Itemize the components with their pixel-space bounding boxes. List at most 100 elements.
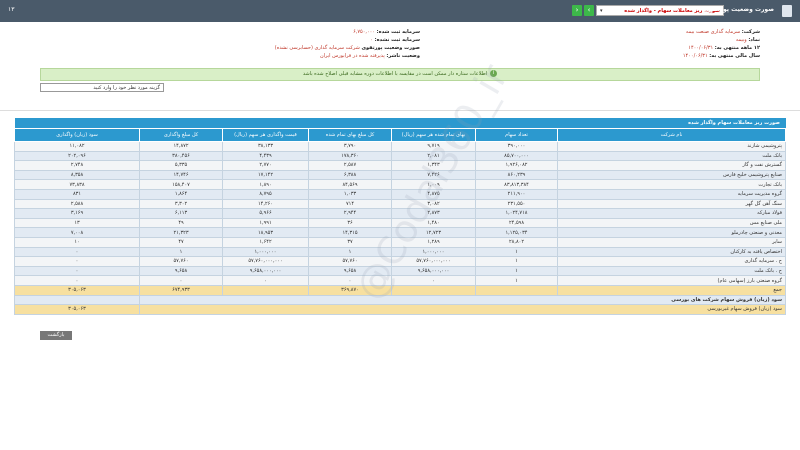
- row-value-cell: ۱۰: [14, 236, 140, 248]
- total-cell: [391, 284, 476, 296]
- row-name-cell: ح . سرمایه گذاری: [557, 256, 786, 267]
- table-row: صنایع پتروشیمی خلیج فارس ۸۶۰,۲۳۹ ۷,۴۲۶ ۶,۳۸…: [14, 169, 786, 181]
- row-value-cell: ۳,۱۶۹: [14, 208, 140, 219]
- next-arrow-icon[interactable]: ›: [572, 5, 582, 16]
- row-value-cell: ۰: [139, 275, 223, 286]
- row-value-cell: ۲,۵۸۷: [308, 160, 392, 171]
- search-input[interactable]: گزینه مورد نظر خود را وارد کنید: [40, 83, 164, 92]
- row-name-cell: اختصاص یافته به کارکنان: [557, 246, 786, 258]
- row-value-cell: ۱۳: [14, 217, 140, 229]
- total-cell: جمع: [557, 284, 786, 296]
- row-name-cell: سایر: [557, 236, 786, 248]
- row-value-cell: ۰: [14, 246, 140, 258]
- row-value-cell: ۳۸,۱۳۳: [222, 141, 309, 152]
- total-row: جمع ۳۶۹,۸۷۰ ۶۷۴,۹۳۳ ۳۰۵,۰۶۳: [14, 284, 786, 296]
- year-end-label: سال مالی منتهی به:: [709, 53, 760, 59]
- row-name-cell: گسترش نفت و گاز: [557, 160, 786, 171]
- row-value-cell: ۷۱۴: [308, 198, 392, 210]
- period-value: ۱۴۰۰/۰۶/۳۱: [688, 45, 714, 51]
- row-value-cell: ۱: [475, 256, 558, 267]
- row-name-cell: ح . بانک ملت: [557, 265, 786, 277]
- capital-value: ۶,۷۵۰,۰۰۰: [353, 29, 376, 35]
- row-value-cell: ۱۷,۱۴۲: [222, 169, 309, 181]
- total-cell: [222, 284, 309, 296]
- table-row: گسترش نفت و گاز ۱,۹۲۶,۰۸۲ ۱,۳۴۳ ۲,۵۸۷ ۲,۷۷۰ ۵…: [14, 160, 786, 171]
- table-row: ح . بانک ملت ۱ ۹,۶۵۸,۰۰۰,۰۰۰ ۹,۶۵۸ ۹,۶۵۸,۰۰۰…: [14, 265, 786, 277]
- row-value-cell: ۴۷: [139, 236, 223, 248]
- company-label: شرکت:: [741, 29, 760, 35]
- row-value-cell: ۱,۰۳۳: [308, 188, 392, 200]
- row-value-cell: ۱,۰۰۰,۰۰۰: [222, 246, 309, 258]
- row-name-cell: پتروشیمی شازند: [557, 141, 786, 152]
- row-value-cell: ۲۸,۸۰۲: [475, 236, 558, 248]
- row-value-cell: ۶,۱۱۳: [139, 208, 223, 219]
- table-row: معدنی و صنعتی چادرملو ۱,۱۲۵,۰۳۴ ۱۲,۷۲۳ ۱۴,۳…: [14, 227, 786, 238]
- row-value-cell: ۸۶۰,۲۳۹: [475, 169, 558, 181]
- row-value-cell: ۱۴,۷۴۶: [139, 169, 223, 181]
- table-row: بانک ملت ۸۵,۷۰۰,۰۰۰ ۲,۰۸۱ ۱۷۸,۳۶۰ ۴,۴۳۹ ۳۸۰,۴…: [14, 150, 786, 162]
- row-value-cell: ۱: [139, 246, 223, 258]
- row-value-cell: ۸۴,۵۶۹: [308, 179, 392, 190]
- report-select[interactable]: صورت ریز معاملات سهام - واگذار شده ▾: [596, 5, 724, 16]
- top-bar: ۱۳ › ‹ صورت ریز معاملات سهام - واگذار شد…: [0, 0, 800, 22]
- state-label: وضعیت ناشر:: [386, 53, 420, 59]
- year-end-value: ۱۴۰۰/۰۶/۳۱: [682, 53, 708, 59]
- row-value-cell: ۳۸۰,۴۵۶: [139, 150, 223, 162]
- table-row: ح . سرمایه گذاری ۱ ۵۷,۷۶۰,۰۰۰,۰۰۰ ۵۷,۷۶۰ ۵۷,…: [14, 256, 786, 267]
- row-value-cell: ۲۴,۵۹۸: [475, 217, 558, 229]
- row-value-cell: ۸,۷۹۵: [222, 188, 309, 200]
- row-value-cell: ۲,۷۷۰: [222, 160, 309, 171]
- row-value-cell: ۶,۳۸۸: [308, 169, 392, 181]
- column-header: نام شرکت: [557, 128, 786, 142]
- column-header: بهای تمام شده هر سهم (ریال): [391, 128, 476, 142]
- row-value-cell: ۱۴,۸۷۲: [139, 141, 223, 152]
- column-header: قیمت واگذاری هر سهم (ریال): [222, 128, 309, 142]
- row-value-cell: ۱: [475, 246, 558, 258]
- row-value-cell: ۰: [14, 275, 140, 286]
- table-row: پتروشیمی شازند ۳۹۰,۰۰۰ ۹,۷۱۹ ۳,۷۹۰ ۳۸,۱۳۳ ۱۴,…: [14, 141, 786, 152]
- row-name-cell: ملی صنایع مس: [557, 217, 786, 229]
- table-row: اختصاص یافته به کارکنان ۱ ۱,۰۰۰,۰۰۰ ۱ ۱,۰۰۰,…: [14, 246, 786, 258]
- row-value-cell: ۲۳۱,۵۵۰: [475, 198, 558, 210]
- row-value-cell: ۱,۹۲۶,۰۸۲: [475, 160, 558, 171]
- row-name-cell: فولاد مبارکه: [557, 208, 786, 219]
- row-value-cell: ۵۷,۷۶۰,۰۰۰,۰۰۰: [222, 256, 309, 267]
- row-value-cell: ۱,۸۹۰: [222, 179, 309, 190]
- row-value-cell: ۲۱۱,۹۰۰: [475, 188, 558, 200]
- row-value-cell: ۲۱,۳۲۳: [139, 227, 223, 238]
- row-value-cell: ۵۷,۷۶۰: [139, 256, 223, 267]
- divider: [0, 110, 800, 111]
- document-icon: [782, 5, 792, 17]
- table-row: فولاد مبارکه ۱,۰۲۴,۷۱۸ ۲,۸۷۳ ۲,۹۴۴ ۵,۹۶۶ ۶,۱۱…: [14, 208, 786, 219]
- info-icon: i: [490, 70, 498, 77]
- row-value-cell: ۹,۶۵۸: [139, 265, 223, 277]
- row-name-cell: معدنی و صنعتی چادرملو: [557, 227, 786, 238]
- column-header: سود (زیان) واگذاری: [14, 128, 140, 142]
- summary-label: سود (زیان) فروش سهام غیربورسی: [139, 304, 786, 315]
- symbol-value: وبیمه: [735, 37, 747, 43]
- column-header: تعداد سهام: [475, 128, 558, 142]
- table-row: بانک تجارت ۸۳,۸۱۳,۳۸۴ ۱,۰۰۹ ۸۴,۵۶۹ ۱,۸۹۰ ۱۵۸,…: [14, 179, 786, 190]
- total-cell: [475, 284, 558, 296]
- period-label: ۱۲ ماهه منتهی به:: [714, 45, 760, 51]
- alert-text: اطلاعات ستاره دار ممکن است در مقایسه با …: [302, 71, 488, 77]
- row-name-cell: بانک ملت: [557, 150, 786, 162]
- row-value-cell: ۱,۱۲۵,۰۳۴: [475, 227, 558, 238]
- summary-row: سود (زیان) فروش سهام غیربورسی ۳۰۵,۰۶۳: [14, 304, 786, 315]
- row-value-cell: ۳,۷۹۰: [308, 141, 392, 152]
- page-indicator: ۱۳: [8, 6, 15, 13]
- back-button[interactable]: بازگشت: [40, 331, 72, 340]
- row-name-cell: صنایع پتروشیمی خلیج فارس: [557, 169, 786, 181]
- row-value-cell: ۰: [391, 275, 476, 286]
- symbol-label: نماد:: [748, 37, 760, 43]
- status-label: صورت وضعیت پورتفوی: [361, 45, 420, 51]
- capital-unreg-value: ۰: [370, 37, 373, 43]
- row-value-cell: ۹,۶۵۸,۰۰۰,۰۰۰: [222, 265, 309, 277]
- row-value-cell: ۱,۹۹۱: [222, 217, 309, 229]
- row-value-cell: ۱۸,۹۵۳: [222, 227, 309, 238]
- prev-arrow-icon[interactable]: ‹: [584, 5, 594, 16]
- column-header: کل مبلغ واگذاری: [139, 128, 223, 142]
- summary-label: سود (زیان) فروش سهام شرکت های بورسی: [139, 294, 786, 306]
- company-value: سرمایه گذاری صنعت بیمه: [685, 29, 741, 35]
- row-value-cell: ۴,۴۳۹: [222, 150, 309, 162]
